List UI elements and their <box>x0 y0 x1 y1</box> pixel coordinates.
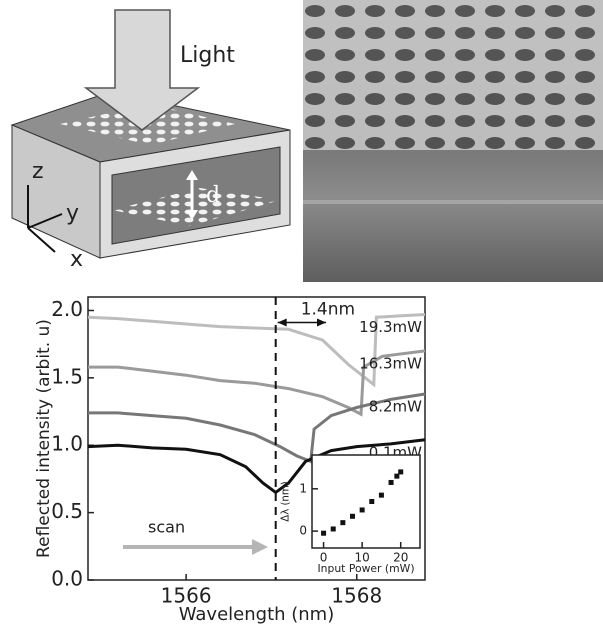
gap-label: d <box>206 183 220 208</box>
schematic: Light d z y x <box>12 10 290 272</box>
series-label: 16.3mW <box>359 354 422 372</box>
point <box>389 480 394 485</box>
point <box>331 526 336 531</box>
point <box>321 531 326 536</box>
x-axis-label: Wavelength (nm) <box>179 604 335 625</box>
y-axis-label: Reflected intensity (arbit. u) <box>34 319 54 558</box>
sem-edge <box>303 200 603 204</box>
y-tick-label: 0 <box>299 524 307 538</box>
point <box>340 520 345 525</box>
y-tick-label: 1 <box>299 481 307 495</box>
axis-x-label: x <box>70 247 83 272</box>
axis-y-label: y <box>66 201 79 226</box>
y-tick-label: 1.5 <box>51 364 83 388</box>
y-tick-label: 0.5 <box>51 499 83 523</box>
plot-frame <box>312 455 420 548</box>
sem-image <box>303 0 603 282</box>
light-label: Light <box>180 43 235 68</box>
scan-label: scan <box>148 518 185 537</box>
y-tick-label: 0.0 <box>51 567 83 591</box>
point <box>398 469 403 474</box>
shift-label: 1.4nm <box>301 299 355 319</box>
point <box>350 514 355 519</box>
x-tick-label: 1568 <box>331 584 382 608</box>
y-tick-label: 2.0 <box>51 297 83 321</box>
point <box>369 499 374 504</box>
series-label: 8.2mW <box>369 398 422 416</box>
y-tick-label: 1.0 <box>51 432 83 456</box>
series-label: 19.3mW <box>359 318 422 336</box>
sem-holes <box>303 0 603 150</box>
x-axis-label: Input Power (mW) <box>317 562 414 575</box>
y-axis-label: Δλ (nm) <box>281 481 292 522</box>
axis-z-label: z <box>32 159 44 184</box>
figure: Light d z y x 156615680.00.51.01.52.0Wav… <box>0 0 603 634</box>
point <box>360 507 365 512</box>
point <box>379 493 384 498</box>
